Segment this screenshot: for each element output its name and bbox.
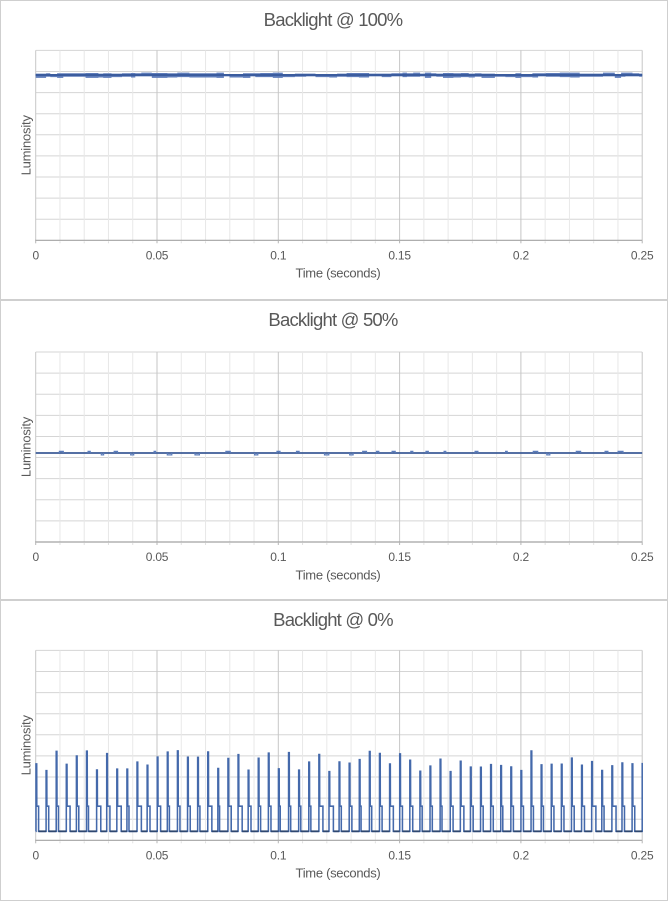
svg-text:0.05: 0.05 <box>146 550 169 564</box>
svg-text:0: 0 <box>32 550 39 564</box>
svg-text:Time (seconds): Time (seconds) <box>296 866 381 881</box>
svg-text:0: 0 <box>32 249 39 263</box>
svg-text:0.2: 0.2 <box>513 550 530 564</box>
svg-text:Time (seconds): Time (seconds) <box>296 567 381 582</box>
svg-text:0.15: 0.15 <box>388 849 411 863</box>
svg-text:0.15: 0.15 <box>388 249 411 263</box>
svg-text:0.1: 0.1 <box>270 849 287 863</box>
svg-text:Luminosity: Luminosity <box>19 715 34 776</box>
svg-text:Luminosity: Luminosity <box>19 416 34 477</box>
svg-text:0.25: 0.25 <box>631 550 654 564</box>
svg-text:0.25: 0.25 <box>631 249 654 263</box>
svg-text:0.05: 0.05 <box>146 249 169 263</box>
svg-text:Backlight @ 0%: Backlight @ 0% <box>273 609 393 630</box>
svg-text:0.2: 0.2 <box>513 249 530 263</box>
svg-text:0.15: 0.15 <box>388 550 411 564</box>
svg-text:0.2: 0.2 <box>513 849 530 863</box>
svg-text:0.25: 0.25 <box>631 849 654 863</box>
svg-text:0: 0 <box>32 849 39 863</box>
svg-text:0.1: 0.1 <box>270 249 287 263</box>
svg-text:0.05: 0.05 <box>146 849 169 863</box>
svg-text:Time (seconds): Time (seconds) <box>296 266 381 281</box>
svg-text:Backlight @ 50%: Backlight @ 50% <box>268 309 398 330</box>
svg-text:0.1: 0.1 <box>270 550 287 564</box>
svg-text:Backlight @ 100%: Backlight @ 100% <box>264 9 403 30</box>
svg-text:Luminosity: Luminosity <box>19 115 34 176</box>
